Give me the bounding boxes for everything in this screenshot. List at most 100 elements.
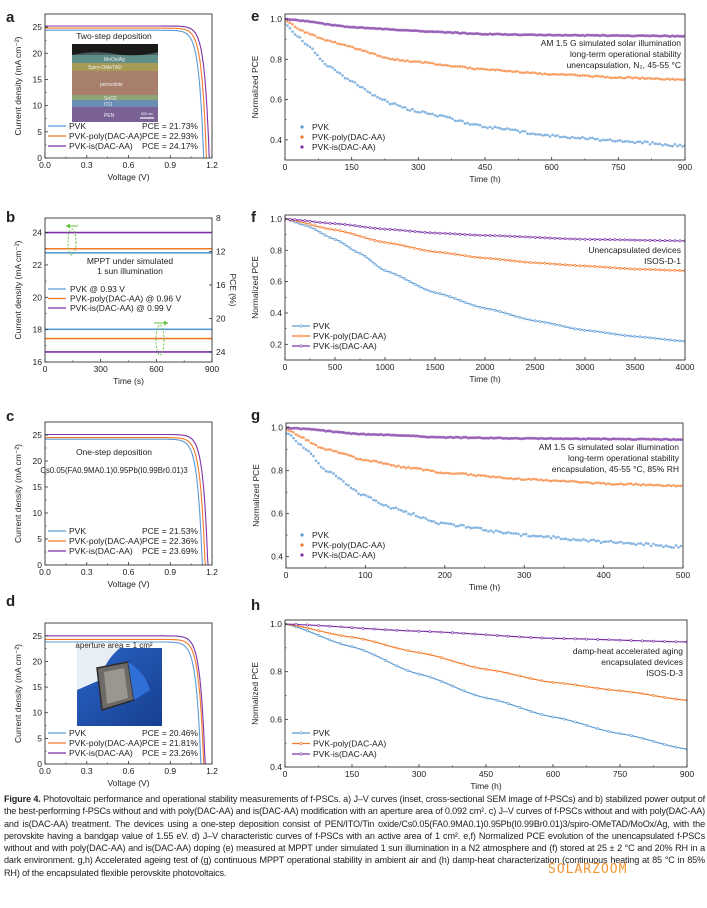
x-tick-label: 1500 (426, 362, 445, 372)
data-marker (368, 226, 372, 230)
data-marker (361, 648, 365, 652)
data-marker (498, 257, 502, 261)
data-point (404, 466, 408, 470)
data-point (508, 33, 512, 37)
data-marker (406, 629, 410, 633)
data-point (358, 85, 362, 89)
annotation: AM 1.5 G simulated solar illumination (541, 38, 682, 48)
data-point (473, 67, 477, 71)
data-point (471, 67, 474, 70)
data-point (656, 34, 659, 38)
data-point (349, 432, 353, 436)
data-marker (308, 219, 312, 223)
data-point (331, 40, 334, 44)
data-point (452, 436, 455, 440)
x-axis-label: Voltage (V) (107, 172, 149, 182)
data-point (517, 477, 520, 480)
data-point (564, 480, 568, 483)
data-point (407, 465, 410, 469)
data-point (318, 36, 322, 40)
plot-area (285, 217, 685, 343)
data-point (604, 540, 608, 543)
legend-value: PCE = 20.46% (142, 728, 198, 738)
jv-curve (45, 641, 202, 764)
legend-label: PVK @ 0.93 V (70, 284, 125, 294)
data-point (356, 26, 359, 30)
data-point (652, 437, 655, 441)
data-point (409, 467, 413, 470)
legend-marker (299, 752, 303, 756)
data-marker (674, 697, 678, 701)
data-point (392, 464, 395, 467)
data-marker (558, 262, 562, 266)
y-tick-label: 1.0 (270, 14, 282, 24)
data-marker (613, 238, 617, 242)
data-marker (328, 227, 332, 231)
data-point (526, 70, 529, 74)
data-marker (403, 277, 407, 281)
data-point (378, 97, 382, 100)
data-point (634, 482, 638, 486)
panel-label: g (251, 407, 260, 424)
data-point (366, 90, 369, 93)
data-marker (623, 334, 627, 337)
data-point (353, 81, 357, 84)
data-point (391, 102, 394, 105)
data-point (561, 135, 564, 139)
data-point (663, 143, 667, 146)
data-point (297, 434, 300, 438)
data-marker (348, 231, 352, 235)
data-point (347, 453, 350, 457)
data-point (329, 448, 333, 452)
legend-label: PVK (312, 122, 329, 132)
x-axis-label: Time (h) (470, 781, 501, 791)
annotation: Cs0.05(FA0.9MA0.1)0.95Pb(I0.99Br0.01)3 (40, 466, 187, 475)
data-marker (443, 293, 447, 297)
data-point (511, 70, 514, 74)
y-tick-label: 5 (37, 534, 42, 544)
x-tick-label: 100 (358, 570, 372, 580)
data-point (454, 435, 458, 439)
data-point (612, 483, 615, 486)
data-point (639, 437, 643, 441)
data-marker (498, 310, 502, 313)
data-point (602, 540, 605, 544)
data-point (609, 483, 613, 486)
data-point (286, 20, 289, 23)
data-point (418, 111, 422, 114)
data-point (338, 71, 342, 75)
data-point (494, 529, 498, 532)
data-point (468, 123, 472, 126)
jv-curve (45, 438, 204, 565)
data-point (567, 480, 570, 483)
data-marker (506, 634, 510, 638)
data-point (559, 479, 563, 483)
data-point (612, 437, 615, 441)
data-point (406, 28, 409, 32)
data-point (654, 544, 658, 547)
y2-tick-label: 16 (216, 280, 226, 290)
data-point (673, 78, 677, 82)
data-point (626, 75, 629, 79)
x-tick-label: 600 (546, 769, 560, 779)
x-tick-label: 150 (345, 769, 359, 779)
data-point (656, 77, 659, 80)
data-marker (458, 299, 462, 302)
data-point (626, 139, 629, 143)
data-point (446, 115, 449, 119)
data-point (394, 506, 398, 510)
data-point (362, 459, 365, 462)
data-point (673, 34, 677, 38)
data-marker (663, 268, 667, 272)
data-point (482, 474, 485, 477)
data-point (402, 434, 405, 438)
data-point (457, 524, 460, 528)
data-point (443, 31, 447, 35)
annotation: encapsulated devices (601, 657, 683, 667)
y-tick-label: 20 (33, 456, 43, 466)
data-marker (529, 709, 533, 713)
data-point (399, 509, 403, 512)
data-marker (652, 739, 655, 743)
data-marker (618, 238, 622, 242)
